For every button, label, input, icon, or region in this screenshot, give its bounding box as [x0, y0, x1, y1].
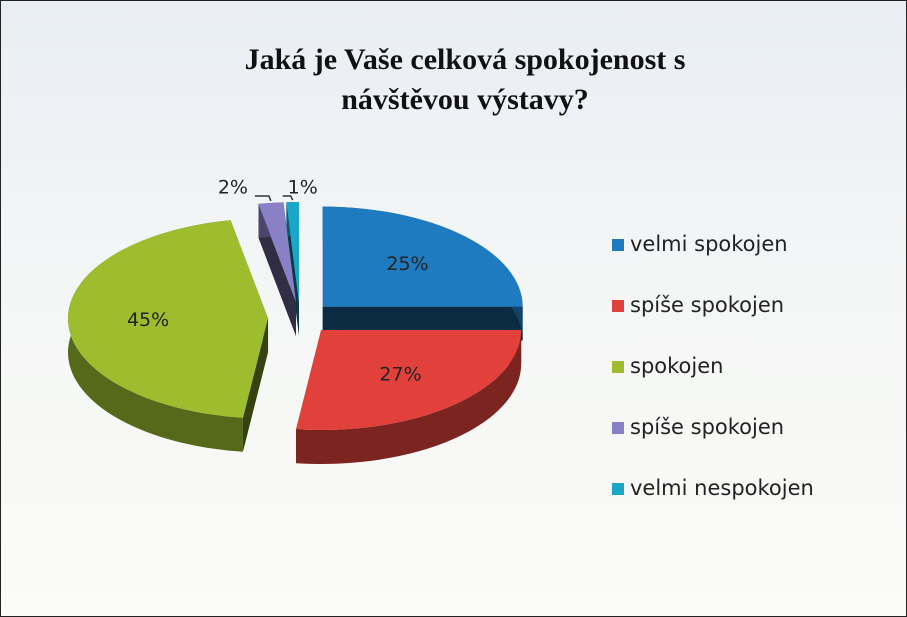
slice-top	[286, 202, 299, 303]
leader-line	[282, 195, 294, 201]
legend-swatch	[612, 422, 624, 434]
legend-label: velmi spokojen	[630, 232, 788, 256]
slice-wall	[296, 330, 522, 465]
legend-label: spokojen	[630, 354, 723, 378]
legend-swatch	[612, 239, 624, 251]
legend-label: spíše spokojen	[630, 415, 784, 439]
data-label: 2%	[218, 177, 248, 199]
slice-top	[322, 206, 523, 307]
data-label: 25%	[386, 253, 428, 275]
legend-swatch	[612, 300, 624, 312]
data-label: 27%	[379, 364, 421, 386]
data-label: 45%	[127, 309, 169, 331]
legend-label: spíše spokojen	[630, 293, 784, 317]
pie-slice	[296, 330, 522, 465]
legend-swatch	[612, 361, 624, 373]
slice-top	[68, 220, 269, 418]
chart-title: Jaká je Vaše celková spokojenost s návšt…	[244, 43, 686, 116]
leader-line	[254, 195, 272, 202]
legend-swatch	[612, 483, 624, 495]
slice-top	[258, 202, 296, 303]
slice-side	[242, 318, 269, 452]
legend-label: velmi nespokojen	[630, 476, 814, 500]
data-label: 1%	[288, 177, 318, 199]
pie-slice	[258, 202, 296, 337]
slice-top	[296, 330, 522, 431]
pie-slice	[68, 220, 269, 452]
